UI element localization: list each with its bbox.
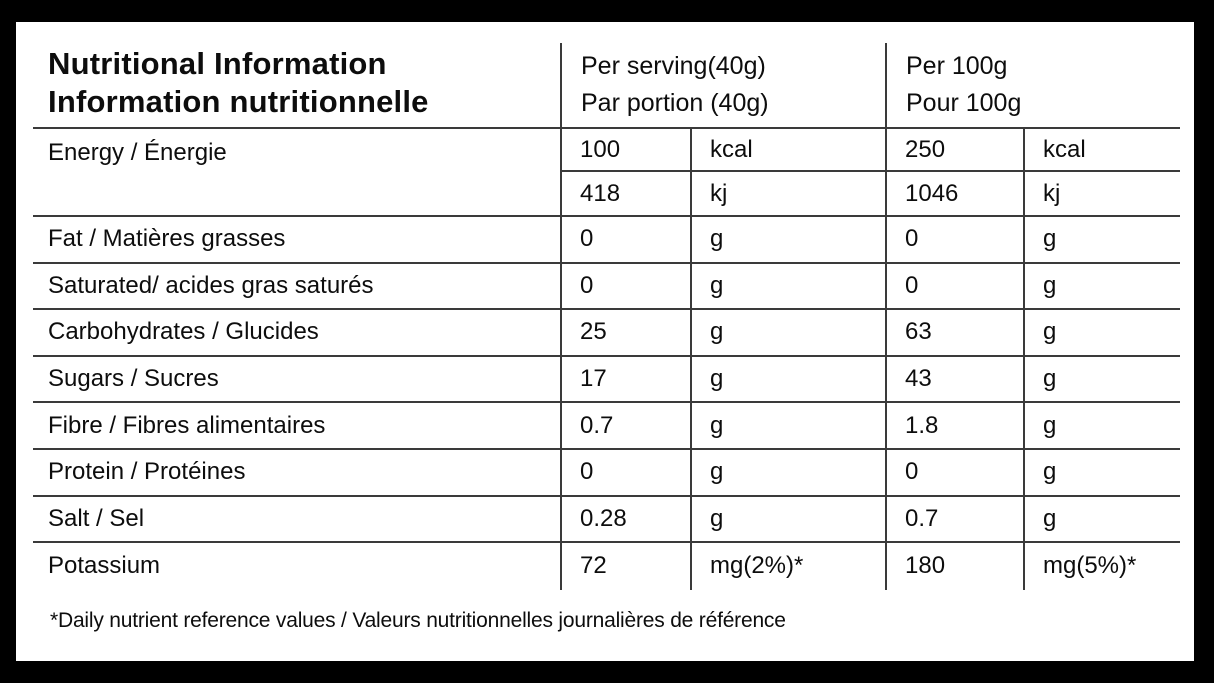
energy-serving-kcal-unit: kcal xyxy=(690,129,885,170)
row-label: Potassium xyxy=(48,552,161,580)
per100-unit: g xyxy=(1023,449,1180,495)
serving-value: 0 xyxy=(560,449,690,495)
energy-serving-kcal-value: 100 xyxy=(560,129,690,170)
serving-value: 25 xyxy=(560,310,690,355)
table-row-energy: Energy / Énergie 100 kcal 250 kcal 418 k… xyxy=(33,129,1180,217)
serving-value: 0.7 xyxy=(560,403,690,448)
row-label: Salt / Sel xyxy=(48,504,145,532)
per100-value: 0 xyxy=(885,217,1023,262)
table-header-row: Nutritional Information Information nutr… xyxy=(33,43,1180,129)
column-header-per-serving: Per serving(40g) Par portion (40g) xyxy=(560,43,885,127)
energy-per100-kj-value: 1046 xyxy=(885,172,1023,215)
table-row-carbohydrates: Carbohydrates / Glucides 25 g 63 g xyxy=(33,310,1180,357)
table-row-fibre: Fibre / Fibres alimentaires 0.7 g 1.8 g xyxy=(33,403,1180,450)
row-label: Protein / Protéines xyxy=(48,458,246,486)
per100-value: 0 xyxy=(885,449,1023,495)
serving-value: 17 xyxy=(560,356,690,402)
row-label: Saturated/ acides gras saturés xyxy=(48,271,374,299)
per100-value: 43 xyxy=(885,356,1023,402)
serving-unit: g xyxy=(690,263,885,309)
energy-kj-subrow: 418 kj 1046 kj xyxy=(560,172,1180,215)
per100-unit: g xyxy=(1023,217,1180,262)
per-serving-french: Par portion (40g) xyxy=(581,89,769,117)
per-100g-french: Pour 100g xyxy=(906,89,1022,117)
per100-unit: g xyxy=(1023,310,1180,355)
per100-unit: mg(5%)* xyxy=(1023,543,1180,590)
per100-value: 63 xyxy=(885,310,1023,355)
row-label: Carbohydrates / Glucides xyxy=(48,318,319,346)
serving-unit: mg(2%)* xyxy=(690,543,885,590)
serving-unit: g xyxy=(690,496,885,542)
energy-values: 100 kcal 250 kcal 418 kj 1046 kj xyxy=(560,129,1180,215)
energy-serving-kj-value: 418 xyxy=(560,172,690,215)
nutrition-table: Nutritional Information Information nutr… xyxy=(33,43,1180,590)
per100-unit: g xyxy=(1023,356,1180,402)
per-serving-english: Per serving(40g) xyxy=(581,52,766,80)
row-label: Fibre / Fibres alimentaires xyxy=(48,411,326,439)
per100-value: 180 xyxy=(885,543,1023,590)
row-label-energy: Energy / Énergie xyxy=(48,139,227,166)
serving-value: 0 xyxy=(560,217,690,262)
serving-value: 0 xyxy=(560,263,690,309)
per100-value: 0.7 xyxy=(885,496,1023,542)
title-english: Nutritional Information xyxy=(48,46,387,81)
table-title: Nutritional Information Information nutr… xyxy=(33,43,560,127)
per100-unit: g xyxy=(1023,496,1180,542)
serving-unit: g xyxy=(690,310,885,355)
energy-serving-kj-unit: kj xyxy=(690,172,885,215)
row-label: Fat / Matières grasses xyxy=(48,225,286,253)
nutrition-label-panel: Nutritional Information Information nutr… xyxy=(16,22,1194,661)
energy-per100-kcal-unit: kcal xyxy=(1023,129,1180,170)
per100-unit: g xyxy=(1023,403,1180,448)
table-row-saturated: Saturated/ acides gras saturés 0 g 0 g xyxy=(33,263,1180,311)
daily-reference-footnote: *Daily nutrient reference values / Valeu… xyxy=(50,609,786,632)
energy-kcal-subrow: 100 kcal 250 kcal xyxy=(560,129,1180,172)
serving-unit: g xyxy=(690,403,885,448)
column-header-per-100g: Per 100g Pour 100g xyxy=(885,43,1180,127)
table-row-fat: Fat / Matières grasses 0 g 0 g xyxy=(33,217,1180,264)
energy-per100-kcal-value: 250 xyxy=(885,129,1023,170)
title-french: Information nutritionnelle xyxy=(48,84,429,119)
serving-unit: g xyxy=(690,217,885,262)
table-row-salt: Salt / Sel 0.28 g 0.7 g xyxy=(33,496,1180,544)
table-row-potassium: Potassium 72 mg(2%)* 180 mg(5%)* xyxy=(33,543,1180,590)
energy-per100-kj-unit: kj xyxy=(1023,172,1180,215)
serving-value: 0.28 xyxy=(560,496,690,542)
serving-value: 72 xyxy=(560,543,690,590)
per100-value: 0 xyxy=(885,263,1023,309)
table-row-protein: Protein / Protéines 0 g 0 g xyxy=(33,449,1180,497)
per100-value: 1.8 xyxy=(885,403,1023,448)
per100-unit: g xyxy=(1023,263,1180,309)
serving-unit: g xyxy=(690,356,885,402)
serving-unit: g xyxy=(690,449,885,495)
per-100g-english: Per 100g xyxy=(906,52,1008,80)
row-label: Sugars / Sucres xyxy=(48,365,219,393)
table-row-sugars: Sugars / Sucres 17 g 43 g xyxy=(33,356,1180,404)
